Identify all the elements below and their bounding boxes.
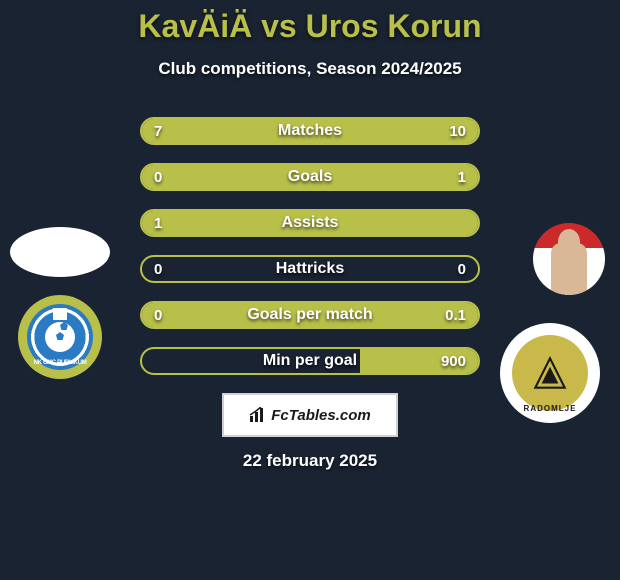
stat-value-left: 0 [154,261,162,278]
stat-value-right: 0.1 [445,307,466,324]
brand-badge[interactable]: FcTables.com [222,393,398,437]
club-right-label: RADOMLJE [512,404,588,413]
stat-label: Hattricks [276,260,344,278]
stat-label: Goals per match [247,306,372,324]
stat-label: Goals [288,168,332,186]
stat-value-right: 1 [458,169,466,186]
club-badge-right: RADOMLJE [500,323,600,423]
club-right-inner: RADOMLJE [512,335,588,411]
date-text: 22 february 2025 [0,451,620,471]
stat-label: Min per goal [263,352,357,370]
page-title: KavÄiÄ vs Uros Korun [0,8,620,45]
stat-value-right: 0 [458,261,466,278]
stat-label: Assists [282,214,339,232]
comparison-card: KavÄiÄ vs Uros Korun Club competitions, … [0,0,620,471]
stat-row-matches: 7 Matches 10 [140,117,480,145]
stat-value-right: 900 [441,353,466,370]
stat-row-assists: 1 Assists [140,209,480,237]
stat-row-goals: 0 Goals 1 [140,163,480,191]
stat-row-gpm: 0 Goals per match 0.1 [140,301,480,329]
soccer-ball-icon [45,322,75,352]
stat-value-left: 0 [154,169,162,186]
brand-text: FcTables.com [271,407,370,424]
player-photo-left [10,227,110,277]
stat-value-left: 1 [154,215,162,232]
castle-icon [53,308,67,320]
stat-rows: NK CMC PUBLIKUM RADOMLJE 7 Matches 10 [0,117,620,375]
stat-row-mpg: Min per goal 900 [140,347,480,375]
club-left-label: NK CMC PUBLIKUM [27,360,93,366]
stat-value-left: 7 [154,123,162,140]
chart-icon [249,407,267,423]
club-right-mark-icon [529,352,571,394]
stat-row-hattricks: 0 Hattricks 0 [140,255,480,283]
stat-label: Matches [278,122,342,140]
club-left-inner: NK CMC PUBLIKUM [27,304,93,370]
player-photo-right [533,223,605,295]
stat-value-left: 0 [154,307,162,324]
player-silhouette [551,243,587,295]
club-badge-left: NK CMC PUBLIKUM [18,295,102,379]
stat-value-right: 10 [449,123,466,140]
subtitle: Club competitions, Season 2024/2025 [0,59,620,79]
